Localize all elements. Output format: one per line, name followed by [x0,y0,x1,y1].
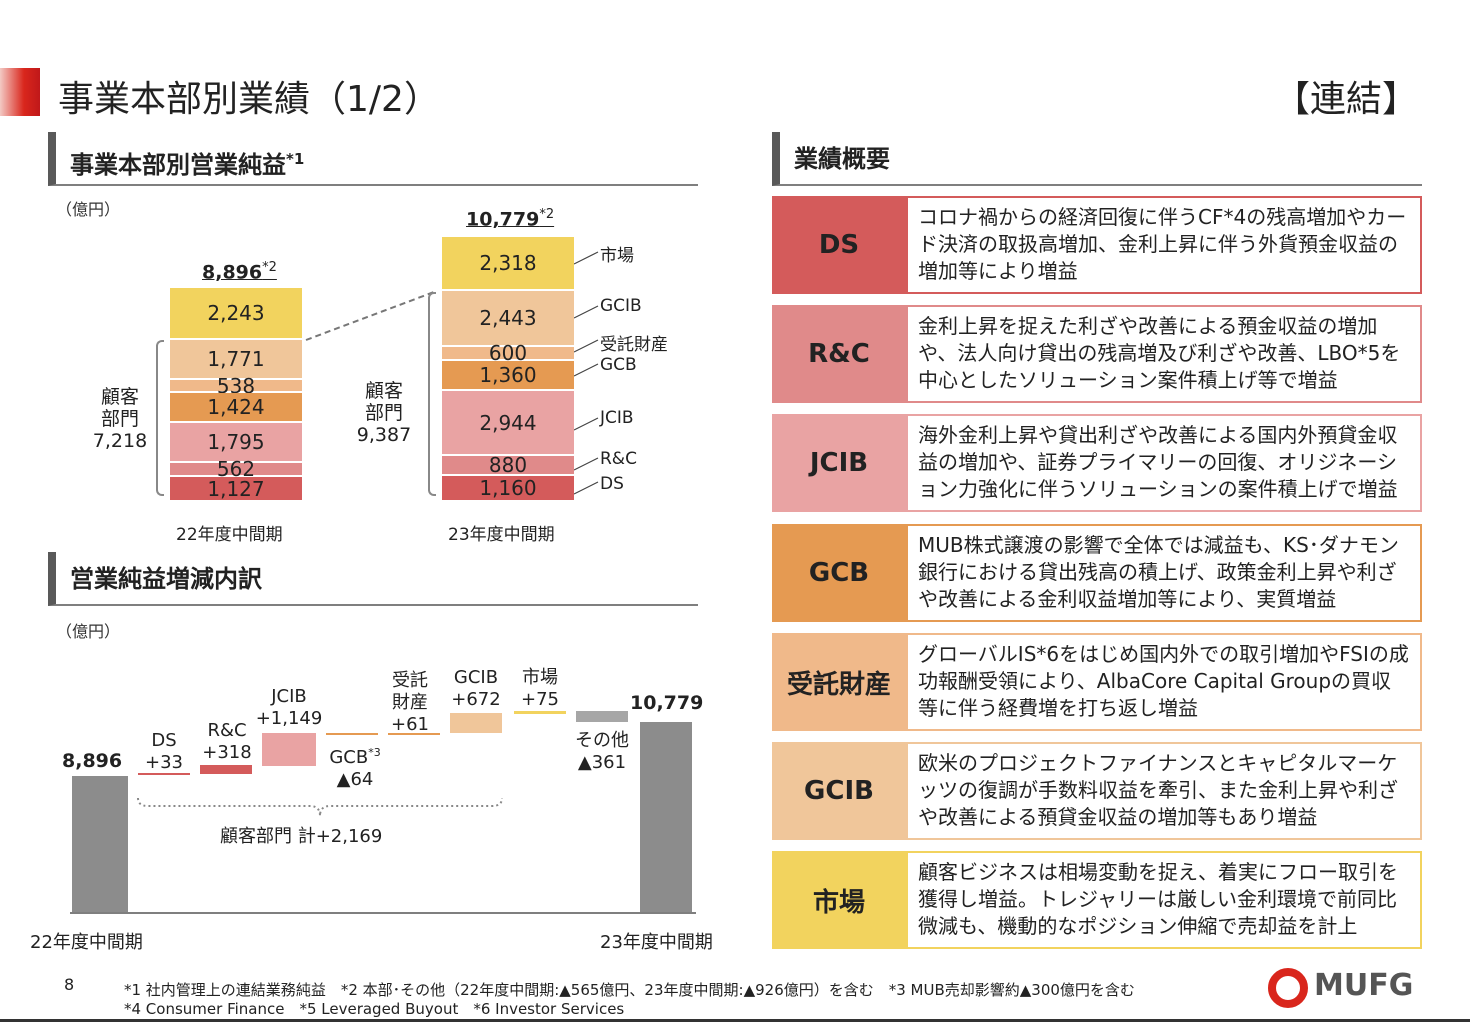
summary-key-gcb: GCB [772,524,906,622]
page-number: 8 [64,975,75,994]
fy23-segment-trust: 600 [442,341,574,365]
summary-text-jcib: 海外金利上昇や貸出利ざや改善による国内外預貸金収益の増加や、証券プライマリーの回… [906,414,1422,512]
legend-connectors [574,251,599,495]
page-title: 事業本部別業績（1/2） [58,79,440,120]
heading-note: *1 [286,150,305,168]
fy23-segment-gcb: 1,360 [442,361,574,389]
waterfall-start-period: 22年度中間期 [30,932,143,953]
unit-label-2: （億円） [56,622,121,641]
waterfall-step-gcb [326,733,378,735]
summary-text-gcib: 欧米のプロジェクトファイナンスとキャピタルマーケッツの復調が手数料収益を牽引、ま… [906,742,1422,840]
fy22-customer-brace [156,340,164,496]
fy23-segment-ds: 1,160 [442,476,574,500]
waterfall-label-trust: 受託 財産 +61 [391,670,429,735]
fy22-period-label: 22年度中間期 [176,525,283,545]
summary-row-trust: 受託財産 グローバルIS*6をはじめ国内外での取引増加やFSIの成功報酬受領によ… [772,633,1422,731]
waterfall-label-gcb: GCB*3 ▲64 [329,746,381,790]
section-heading-summary: 業績概要 [772,132,1422,186]
fy22-customer-label: 顧客 部門 7,218 [92,386,148,452]
fy22-segment-gcb: 1,424 [170,393,302,421]
waterfall-step-jcib [262,733,316,766]
fy23-period-label: 23年度中間期 [448,525,555,545]
summary-text-ds: コロナ禍からの経済回復に伴うCF*4の残高増加やカード決済の取扱高増加、金利上昇… [906,196,1422,294]
fy23-customer-brace [428,292,436,496]
fy23-customer-label: 顧客 部門 9,387 [356,380,412,446]
summary-row-gcb: GCB MUB株式譲渡の影響で全体では減益も、KS･ダナモン銀行における貸出残高… [772,524,1422,622]
legend-gcb: GCB [600,355,637,375]
summary-key-ds: DS [772,196,906,294]
summary-text-market: 顧客ビジネスは相場変動を捉え、着実にフロー取引を獲得し増益。トレジャリーは厳しい… [906,851,1422,949]
summary-key-jcib: JCIB [772,414,906,512]
fy23-segment-gcib: 2,443 [442,291,574,345]
legend-rc: R&C [600,449,637,469]
section-heading-text: 事業本部別営業純益 [70,151,286,179]
footnote-line-2: *4 Consumer Finance *5 Leveraged Buyout … [124,1000,625,1018]
customer-total-brace [137,797,503,817]
customer-total-label: 顧客部門 計+2,169 [220,826,383,847]
fy23-segment-rc: 880 [442,453,574,477]
summary-text-gcb: MUB株式譲渡の影響で全体では減益も、KS･ダナモン銀行における貸出残高の積上げ… [906,524,1422,622]
section-heading-profit-change: 営業純益増減内訳 [48,552,698,606]
waterfall-step-trust [388,733,440,735]
waterfall-start-value: 8,896 [62,750,123,772]
section-heading-segment-profit: 事業本部別営業純益*1 [48,132,698,186]
waterfall-label-jcib: JCIB +1,149 [255,686,323,729]
waterfall-step-ds [138,773,190,775]
waterfall-label-market: 市場 +75 [521,667,559,710]
fy22-segment-ds: 1,127 [170,477,302,501]
fy23-total: 10,779*2 [466,207,555,231]
legend-ds: DS [600,474,624,494]
fy23-segment-jcib: 2,944 [442,391,574,454]
waterfall-baseline [70,912,696,914]
legend-jcib: JCIB [600,408,634,428]
summary-key-gcib: GCIB [772,742,906,840]
waterfall-end-bar [640,722,692,912]
summary-text-rc: 金利上昇を捉えた利ざや改善による預金収益の増加や、法人向け貸出の残高増及び利ざや… [906,305,1422,403]
waterfall-step-rc [200,765,252,774]
waterfall-end-period: 23年度中間期 [600,932,713,953]
summary-key-rc: R&C [772,305,906,403]
summary-text-trust: グローバルIS*6をはじめ国内外での取引増加やFSIの成功報酬受領により、Alb… [906,633,1422,731]
legend-market: 市場 [600,246,634,266]
fy22-segment-jcib: 1,795 [170,423,302,461]
fy22-segment-rc: 562 [170,457,302,481]
fy22-segment-trust: 538 [170,374,302,398]
waterfall-step-market [514,711,566,714]
waterfall-label-other: その他 ▲361 [575,730,629,773]
summary-row-gcib: GCIB 欧米のプロジェクトファイナンスとキャピタルマーケッツの復調が手数料収益… [772,742,1422,840]
fy22-segment-market: 2,243 [170,288,302,338]
waterfall-label-rc: R&C +318 [202,720,252,763]
connector-dashed-line [305,291,435,341]
summary-row-rc: R&C 金利上昇を捉えた利ざや改善による預金収益の増加や、法人向け貸出の残高増及… [772,305,1422,403]
summary-row-ds: DS コロナ禍からの経済回復に伴うCF*4の残高増加やカード決済の取扱高増加、金… [772,196,1422,294]
legend-trust: 受託財産 [600,335,668,355]
mufg-logo-icon [1268,968,1308,1008]
legend-gcib: GCIB [600,296,642,316]
waterfall-start-bar [72,776,128,912]
waterfall-label-gcib: GCIB +672 [451,667,501,710]
waterfall-step-gcib [450,713,502,733]
consolidated-tag: 【連結】 [1273,79,1418,120]
title-accent-bar [0,68,40,116]
fy23-segment-market: 2,318 [442,237,574,289]
bottom-rule [0,1019,1470,1022]
waterfall-step-other [576,711,628,722]
waterfall-label-ds: DS +33 [145,730,183,773]
fy22-segment-gcib: 1,771 [170,340,302,378]
summary-row-market: 市場 顧客ビジネスは相場変動を捉え、着実にフロー取引を獲得し増益。トレジャリーは… [772,851,1422,949]
waterfall-end-value: 10,779 [630,692,704,714]
mufg-logo-text: MUFG [1314,968,1414,1003]
fy22-total: 8,896*2 [202,260,277,284]
summary-key-trust: 受託財産 [772,633,906,731]
unit-label: （億円） [56,200,121,219]
summary-key-market: 市場 [772,851,906,949]
summary-row-jcib: JCIB 海外金利上昇や貸出利ざや改善による国内外預貸金収益の増加や、証券プライ… [772,414,1422,512]
footnote-line-1: *1 社内管理上の連結業務純益 *2 本部･その他（22年度中間期:▲565億円… [124,981,1135,999]
